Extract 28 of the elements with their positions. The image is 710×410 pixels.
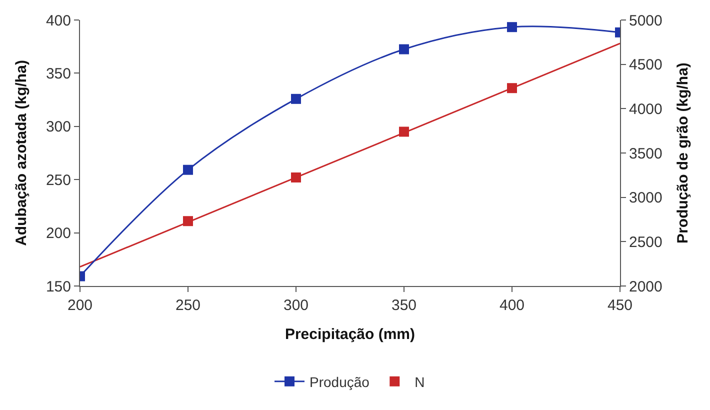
y-tick-label: 200 [46,225,71,242]
x-axis-title: Precipitação (mm) [284,326,416,343]
point [507,22,517,32]
x-tick-label: 250 [175,297,201,314]
y-tick-label: 350 [46,65,71,82]
x-tick-label: 450 [607,297,633,314]
y-tick-label: 300 [46,118,71,136]
y2-axis-title: Produção de grão (kg/ha) [674,62,692,244]
y2-tick-label: 2000 [629,278,662,296]
y2-tick-label: 3000 [629,190,662,207]
y2-tick-label: 3500 [629,145,662,162]
legend-label: N [414,374,425,390]
y-axis-title: Adubação azotada (kg/ha) [13,60,30,246]
x-tick-label: 400 [499,297,525,314]
y2-tick-label: 4500 [629,56,662,74]
y-tick-label: 150 [46,278,71,296]
y-tick-label: 250 [46,172,71,189]
x-tick-label: 350 [391,297,417,314]
x-tick-label: 200 [67,297,93,314]
y-tick-label: 400 [46,12,71,30]
y2-tick-label: 5000 [629,12,662,30]
x-tick-label: 300 [283,297,309,314]
y2-tick-label: 4000 [629,100,662,118]
legend-label: Produção [310,374,370,390]
y2-tick-label: 2500 [629,234,662,251]
point [291,94,301,104]
point [399,44,409,54]
point [183,164,193,175]
